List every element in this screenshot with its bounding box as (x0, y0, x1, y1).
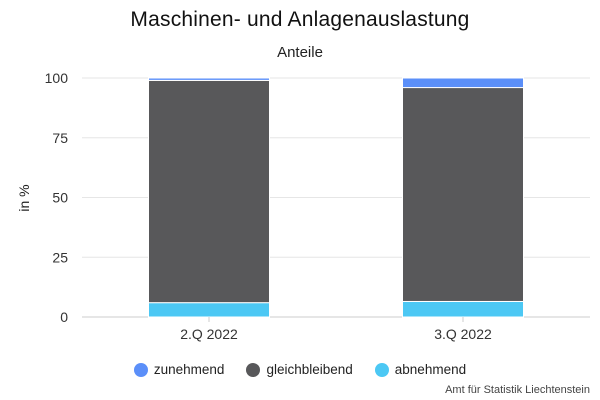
x-tick-label: 3.Q 2022 (434, 326, 492, 342)
y-tick-label: 75 (52, 130, 68, 146)
legend-item-zunehmend[interactable]: zunehmend (133, 362, 225, 377)
y-tick-label: 0 (60, 309, 68, 325)
y-axis-title: in % (16, 184, 32, 211)
legend-swatch (133, 362, 148, 377)
axis-layer: 0 25 50 75 100 2.Q 2022 3.Q 2022 (45, 70, 492, 342)
legend-swatch (374, 362, 389, 377)
legend-item-abnehmend[interactable]: abnehmend (374, 362, 467, 377)
y-tick-label: 25 (52, 249, 68, 265)
bar-segment-zunehmend[interactable] (402, 77, 524, 89)
bar-segment-gleichbleibend[interactable] (148, 79, 270, 304)
legend-label: abnehmend (394, 362, 467, 377)
legend-item-gleichbleibend[interactable]: gleichbleibend (246, 362, 353, 377)
bar-segment-abnehmend[interactable] (402, 300, 524, 318)
chart-subtitle: Anteile (277, 44, 323, 61)
chart-title: Maschinen- und Anlagenauslastung (130, 8, 470, 31)
x-tick-label: 2.Q 2022 (180, 326, 238, 342)
legend-swatch (246, 362, 261, 377)
bar-segment-zunehmend[interactable] (148, 77, 270, 81)
y-tick-label: 50 (52, 190, 68, 206)
source-note: Amt für Statistik Liechtenstein (445, 384, 590, 396)
bar-segment-gleichbleibend[interactable] (402, 87, 524, 302)
y-tick-label: 100 (45, 70, 69, 86)
bar-segment-abnehmend[interactable] (148, 302, 270, 318)
legend-label: zunehmend (153, 362, 225, 377)
legend-label: gleichbleibend (266, 362, 353, 377)
bars-layer (148, 77, 524, 318)
chart-legend: zunehmend gleichbleibend abnehmend (0, 362, 600, 377)
